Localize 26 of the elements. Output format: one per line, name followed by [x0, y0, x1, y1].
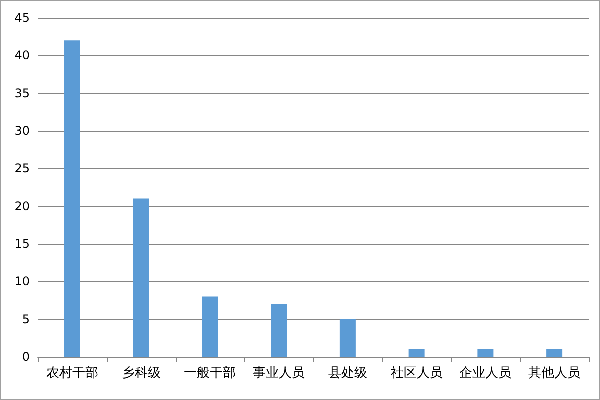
- x-tick-label: 事业人员: [253, 366, 306, 381]
- bar: [478, 349, 494, 357]
- x-tick-label: 一般干部: [184, 366, 236, 381]
- y-tick-label: 10: [14, 274, 30, 289]
- bar: [133, 198, 150, 357]
- bar: [408, 349, 425, 357]
- y-tick-label: 20: [14, 199, 30, 214]
- y-tick-label: 45: [14, 11, 30, 25]
- y-tick-label: 5: [22, 312, 30, 326]
- y-tick-label: 40: [14, 48, 30, 63]
- y-tick-label: 35: [14, 86, 30, 100]
- bar: [64, 40, 80, 357]
- bar: [202, 296, 218, 357]
- y-tick-label: 25: [14, 162, 30, 176]
- x-tick-label: 其他人员: [528, 366, 581, 381]
- x-tick-label: 县处级: [328, 366, 368, 381]
- y-tick-label: 30: [14, 124, 30, 138]
- x-tick-label: 乡科级: [122, 366, 161, 381]
- y-tick-label: 15: [14, 237, 30, 251]
- bar: [271, 304, 288, 357]
- bar: [340, 319, 356, 357]
- x-tick-label: 社区人员: [390, 366, 443, 381]
- y-tick-label: 0: [22, 350, 30, 364]
- x-tick-label: 农村干部: [46, 366, 98, 381]
- x-tick-label: 企业人员: [460, 366, 512, 381]
- bar: [546, 349, 563, 357]
